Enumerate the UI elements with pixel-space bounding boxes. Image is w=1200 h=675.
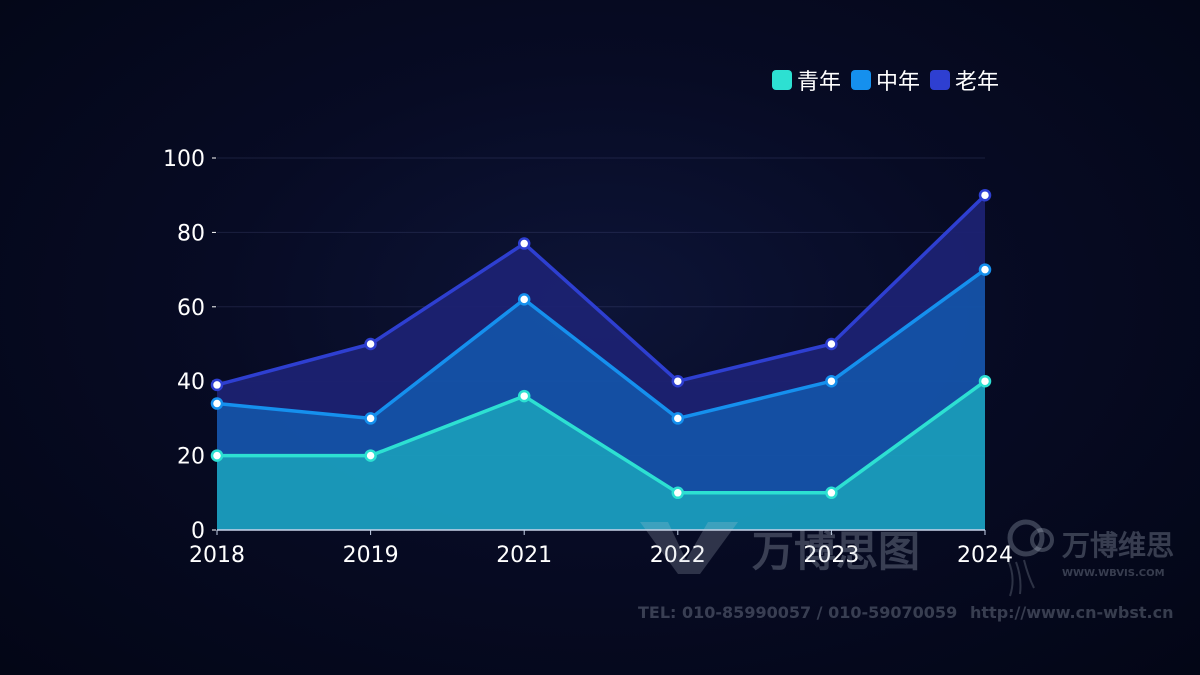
legend-label-middle-aged: 中年 [876, 70, 921, 95]
point-middle-aged[interactable] [671, 412, 685, 425]
legend-item-elderly[interactable]: 老年 [930, 64, 999, 96]
point-middle-aged[interactable] [517, 293, 531, 306]
line-middle-aged [216, 268, 987, 421]
point-youth[interactable] [364, 449, 377, 462]
y-tick-label: 60 [177, 296, 205, 321]
y-tick-label: 20 [177, 445, 205, 470]
watermark-logo-icon [640, 522, 738, 574]
x-tick-label: 2023 [803, 543, 859, 568]
watermark: 万博思图 万博维思 WWW.WBVIS.COM TEL: 010-8599005… [638, 519, 1174, 622]
point-youth[interactable] [671, 486, 685, 500]
axes: 0 20 40 60 80 100 2018 2019 2021 2022 2023 2024 [163, 147, 1013, 568]
watermark-url: http://www.cn-wbst.cn [970, 603, 1174, 622]
watermark-brand-icon [1007, 519, 1054, 597]
point-middle-aged[interactable] [825, 374, 838, 388]
point-middle-aged[interactable] [978, 263, 992, 276]
y-tick-label: 40 [177, 370, 205, 395]
line-youth [217, 379, 987, 495]
x-tick-label: 2024 [957, 543, 1013, 568]
point-youth[interactable] [978, 374, 992, 388]
legend-item-youth[interactable]: 青年 [772, 64, 841, 96]
point-youth[interactable] [210, 449, 224, 462]
legend-label-elderly: 老年 [955, 70, 1000, 95]
point-youth[interactable] [825, 486, 838, 500]
point-middle-aged[interactable] [210, 397, 224, 410]
area-elderly [217, 195, 985, 419]
area-fills [217, 195, 985, 530]
watermark-brand-right: 万博维思 [1062, 529, 1174, 562]
y-tick-label: 80 [177, 221, 205, 246]
point-youth[interactable] [517, 389, 531, 403]
x-tick-label: 2022 [650, 543, 706, 568]
series-lines [216, 193, 987, 495]
x-tick-label: 2018 [189, 543, 245, 568]
x-tick-label: 2019 [343, 543, 399, 568]
legend: 青年 中年 老年 [772, 64, 999, 96]
legend-swatch-middle-aged [851, 70, 872, 90]
watermark-tel: TEL: 010-85990057 / 010-59070059 [638, 603, 957, 622]
point-elderly[interactable] [978, 188, 992, 202]
point-middle-aged[interactable] [364, 412, 377, 425]
point-elderly[interactable] [671, 374, 685, 388]
legend-item-middle-aged[interactable]: 中年 [851, 64, 920, 96]
legend-swatch-elderly [930, 70, 951, 90]
x-tick-label: 2021 [496, 543, 552, 568]
watermark-site-small: WWW.WBVIS.COM [1062, 568, 1165, 579]
legend-label-youth: 青年 [797, 70, 842, 95]
line-elderly [216, 193, 987, 387]
point-elderly[interactable] [364, 337, 377, 351]
point-elderly[interactable] [210, 378, 224, 392]
legend-swatch-youth [772, 70, 792, 90]
area-middle-aged [217, 269, 985, 493]
y-tick-label: 100 [163, 147, 205, 172]
point-elderly[interactable] [517, 237, 531, 250]
watermark-brand-main: 万博思图 [752, 527, 920, 576]
data-points [210, 188, 992, 500]
point-elderly[interactable] [825, 337, 838, 351]
y-tick-label: 0 [191, 519, 205, 544]
